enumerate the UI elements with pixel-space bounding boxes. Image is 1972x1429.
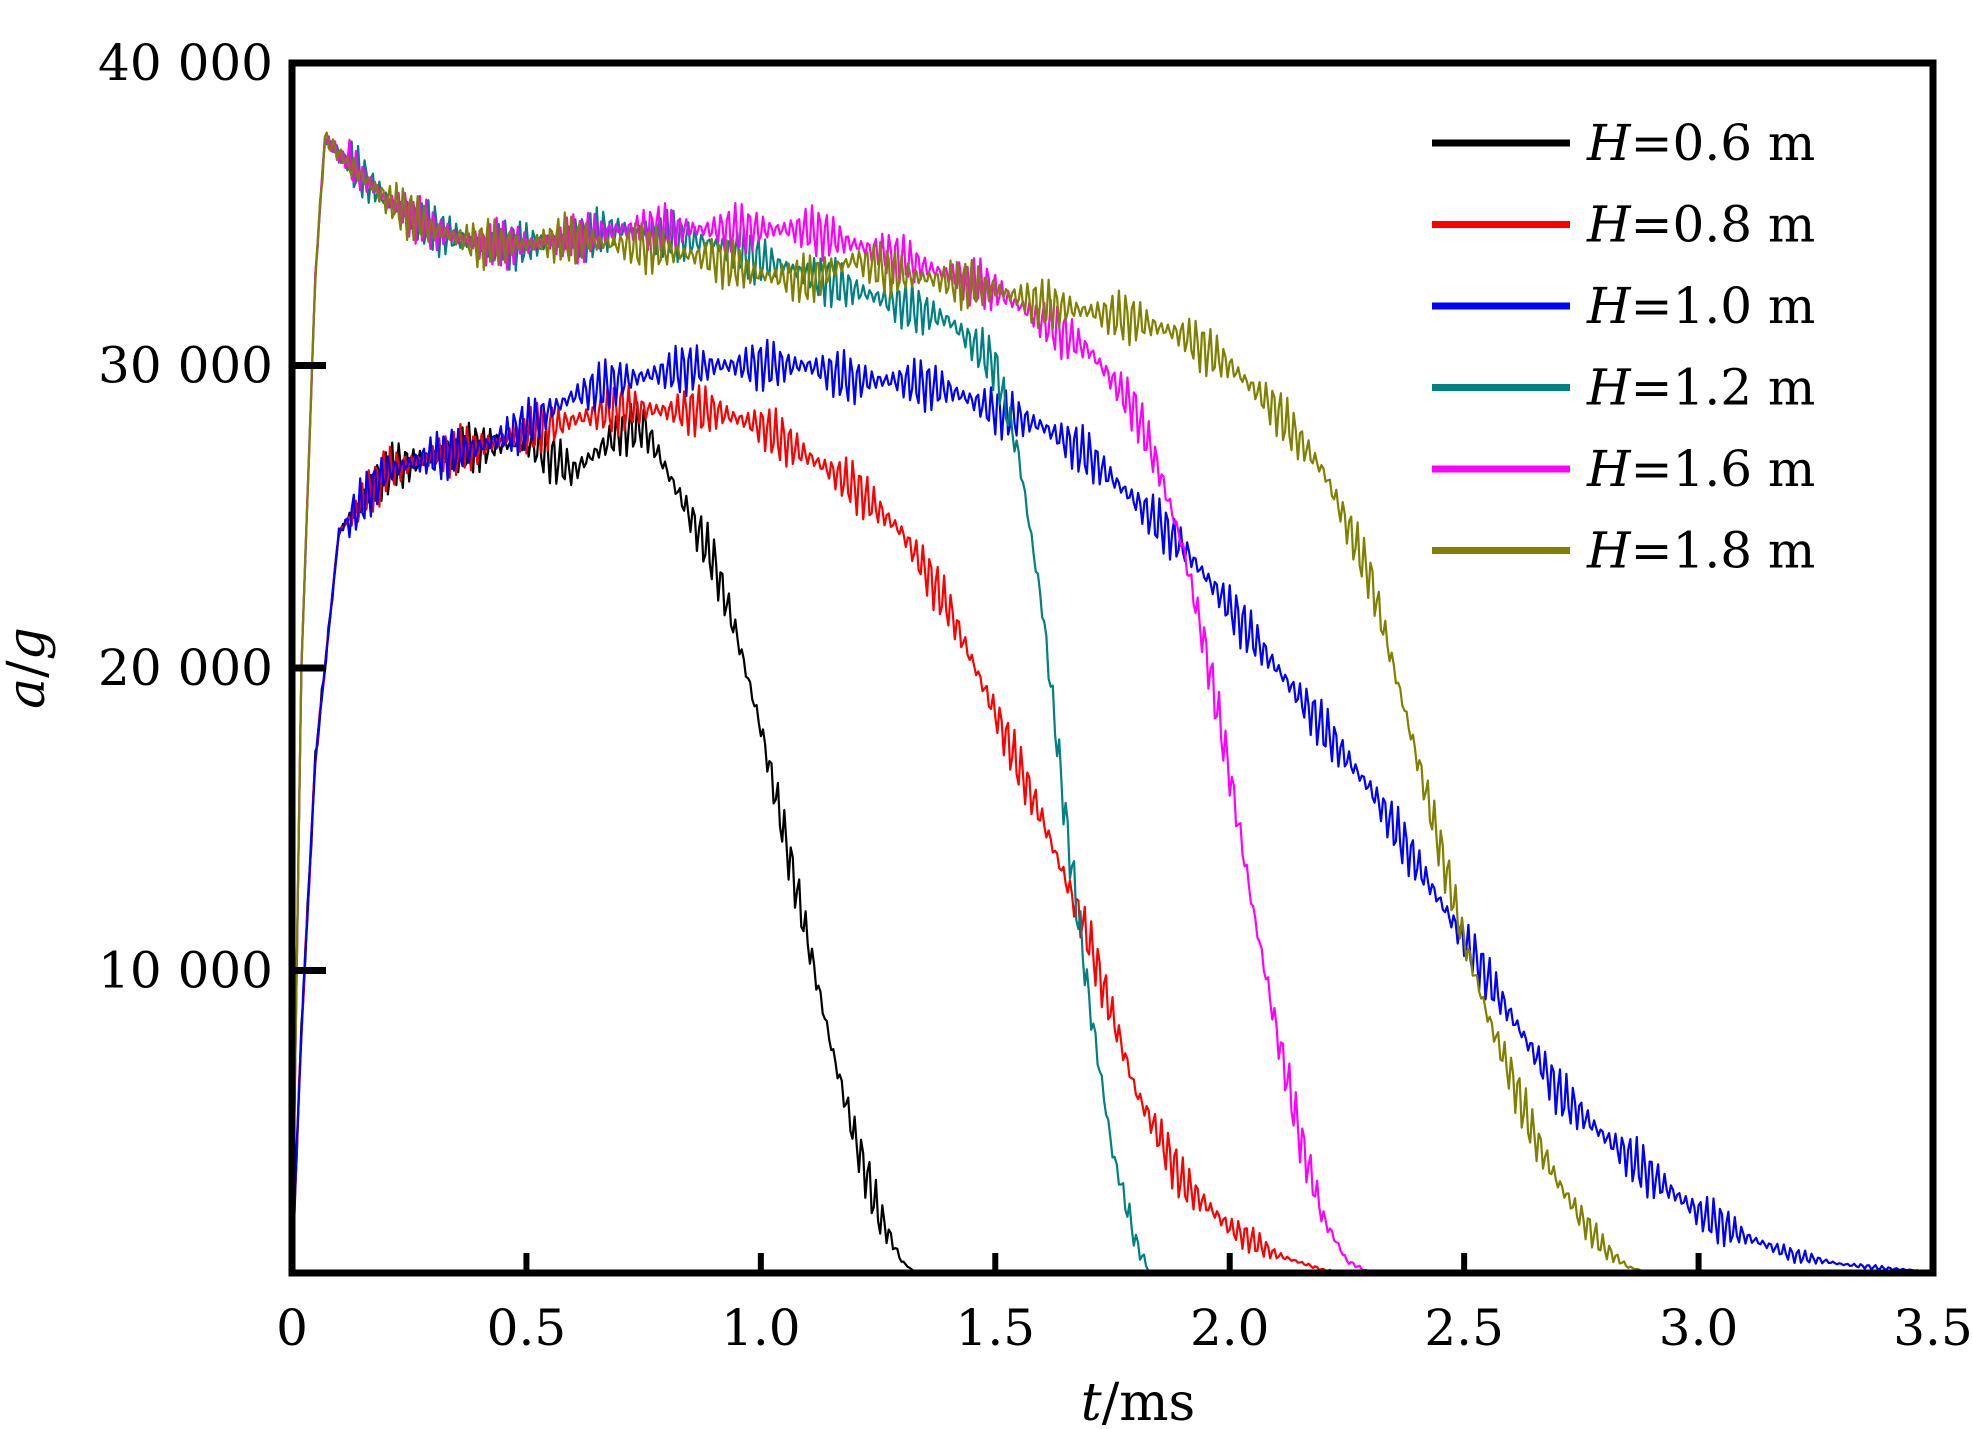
y-tick-label: 10 000 <box>98 942 273 1000</box>
x-tick-label: 3.0 <box>1659 1299 1739 1357</box>
legend-label: H=1.0 m <box>1586 277 1815 335</box>
x-tick-label: 0 <box>276 1299 308 1357</box>
x-tick-label: 1.5 <box>956 1299 1036 1357</box>
series-line-6 <box>290 131 1933 1275</box>
legend-label: H=0.6 m <box>1586 114 1815 172</box>
legend-label: H=1.8 m <box>1586 522 1815 580</box>
x-axis-unit: /ms <box>1102 1373 1196 1429</box>
y-axis-title: a/g <box>0 627 57 709</box>
series-line-4 <box>290 137 1933 1275</box>
y-axis-variable: a <box>0 678 57 709</box>
legend-label: H=1.2 m <box>1586 359 1815 417</box>
series-line-2 <box>290 384 1933 1275</box>
y-tick-label: 20 000 <box>98 639 273 697</box>
series-line-3 <box>290 338 1934 1274</box>
x-tick-label: 3.5 <box>1893 1299 1972 1357</box>
x-tick-label: 2.5 <box>1424 1299 1504 1357</box>
x-axis-title: t/ms <box>1081 1373 1195 1429</box>
series-layer <box>290 131 1934 1275</box>
legend-label: H=0.8 m <box>1586 196 1815 254</box>
y-axis-unit: g <box>0 627 57 660</box>
ticks-layer: 0 0.5 1.0 1.5 2.0 2.5 3.0 3.5 10 000 20 000 30 000… <box>98 34 1972 1357</box>
y-axis-separator: / <box>0 660 57 678</box>
y-tick-label: 40 000 <box>98 34 273 92</box>
legend-label: H=1.6 m <box>1586 440 1815 498</box>
x-axis-variable: t <box>1081 1373 1102 1429</box>
x-tick-label: 1.0 <box>721 1299 801 1357</box>
x-tick-label: 2.0 <box>1190 1299 1270 1357</box>
legend: H=0.6 m H=0.8 m H=1.0 m H=1.2 m H=1.6 m H=1.8… <box>1432 114 1815 580</box>
x-tick-label: 0.5 <box>487 1299 567 1357</box>
series-line-1 <box>290 401 1933 1275</box>
y-tick-label: 30 000 <box>98 337 273 395</box>
